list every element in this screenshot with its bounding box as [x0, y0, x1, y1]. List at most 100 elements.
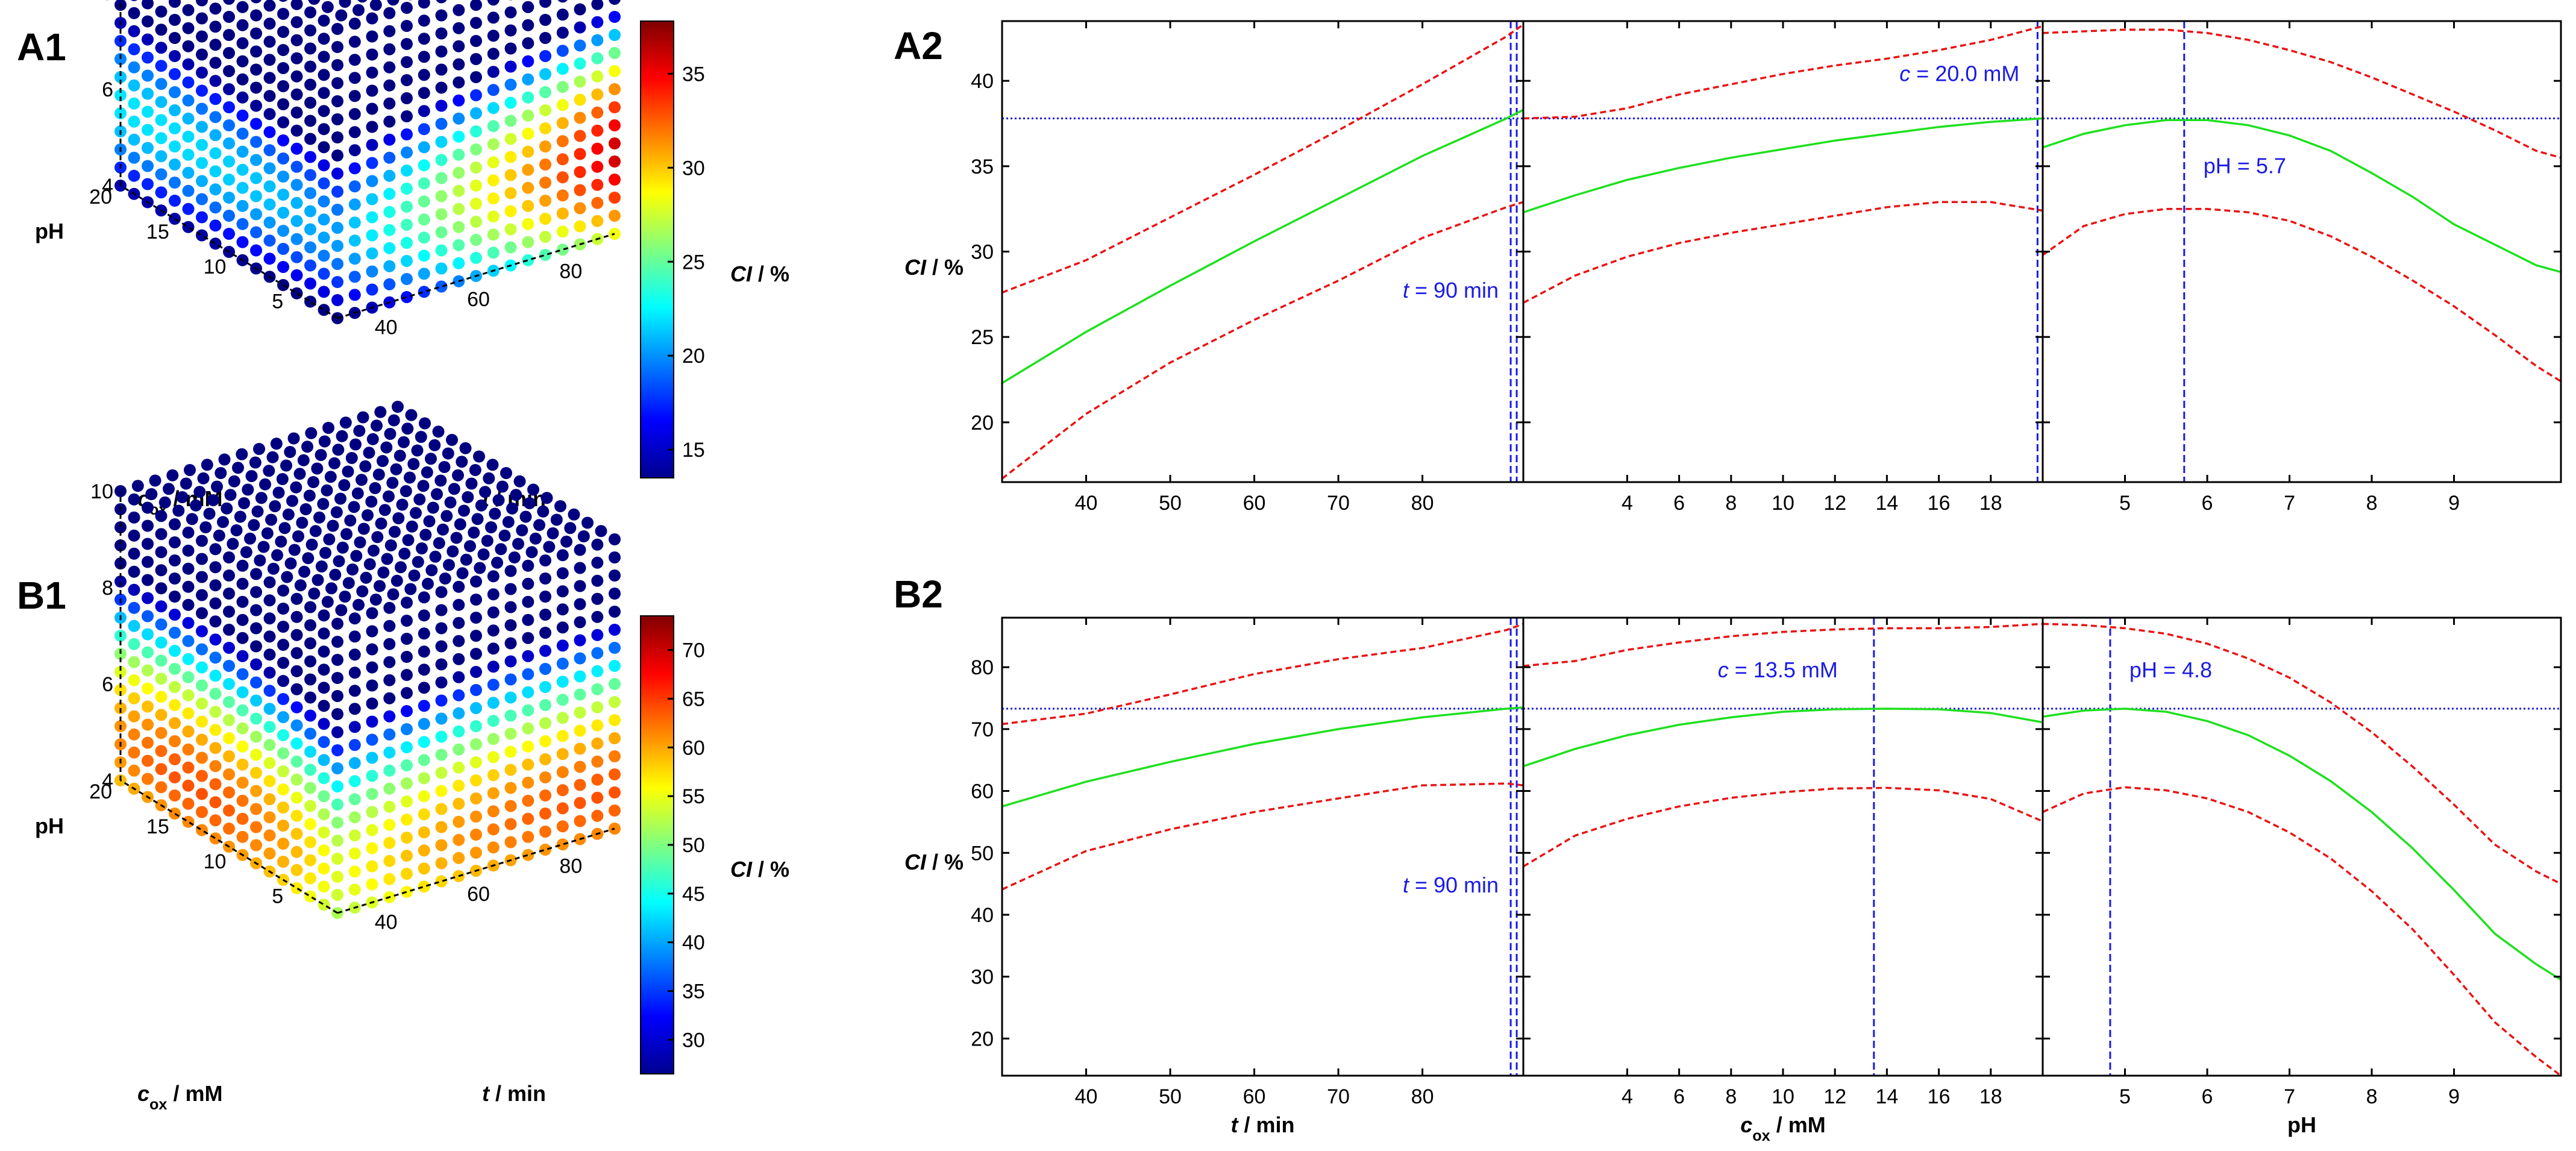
ph-tick-label: 4	[102, 770, 113, 792]
cube-point	[236, 1, 249, 13]
cube-point	[209, 670, 222, 682]
x-tick-label: 4	[1622, 492, 1633, 515]
cube-point	[418, 718, 430, 730]
cube-point	[263, 685, 276, 697]
cube-point	[383, 187, 396, 200]
cube-point	[321, 595, 334, 608]
cube-point	[196, 715, 208, 728]
subplot-frame	[2042, 20, 2562, 483]
cube-point	[356, 474, 368, 486]
cube-point	[238, 497, 250, 509]
cube-point	[236, 758, 249, 771]
cube-point	[131, 480, 144, 492]
cube-point	[197, 472, 210, 485]
cube-point	[453, 221, 465, 233]
cube-point	[512, 538, 524, 550]
cube-point	[290, 610, 303, 623]
cube-point	[378, 504, 391, 516]
cube-point	[609, 155, 621, 168]
cube-point	[182, 148, 195, 161]
cube-point	[290, 124, 303, 137]
cube-point	[155, 636, 168, 649]
cube-point	[277, 207, 289, 219]
y-tick-label: 40	[971, 70, 994, 93]
colorbar-tick-label: 25	[682, 251, 705, 274]
cube-point	[301, 441, 313, 453]
cube-point	[418, 862, 430, 875]
cube-point	[142, 501, 154, 514]
cube-point	[366, 715, 378, 728]
cube-point	[504, 223, 517, 236]
cube-point	[114, 557, 127, 569]
t-tick-label: 40	[375, 911, 398, 934]
cube-point	[556, 45, 569, 57]
cube-point	[418, 645, 430, 658]
cube-point	[454, 518, 466, 530]
x-tick-label: 4	[1622, 1085, 1633, 1108]
cube-point	[404, 471, 416, 484]
cube-point	[470, 35, 482, 47]
cube-point	[182, 130, 195, 143]
cube-point	[556, 639, 569, 652]
cube-point	[263, 0, 276, 12]
cube-point	[401, 165, 413, 177]
cube-point	[504, 151, 517, 163]
cube-point	[383, 782, 396, 795]
cube-point	[418, 808, 430, 821]
cube-point	[392, 401, 404, 413]
cube-point	[128, 728, 140, 741]
cube-point	[169, 699, 181, 711]
cube-point	[277, 693, 289, 705]
cube-point	[223, 119, 235, 131]
cube-point	[383, 224, 396, 236]
cube-point	[290, 701, 303, 713]
optimum-annotation: t = 90 min	[1403, 278, 1499, 303]
cube-point	[401, 237, 413, 249]
t-tick-label: 80	[559, 855, 582, 877]
cube-point	[539, 735, 551, 747]
cube-point	[196, 770, 208, 782]
cube-point	[182, 580, 195, 593]
cube-point	[182, 221, 195, 233]
cube-point	[401, 687, 413, 699]
cube-point	[223, 588, 235, 600]
cube-point	[348, 865, 361, 878]
cube-point	[182, 202, 195, 215]
cube-point	[609, 588, 621, 600]
cube-point	[182, 526, 195, 539]
cube-point	[271, 549, 283, 562]
cube-point	[331, 276, 343, 288]
cube-point	[155, 691, 168, 703]
cube-point	[190, 499, 202, 512]
cube-point	[395, 561, 407, 574]
cube-point	[539, 591, 551, 603]
cube-point	[556, 99, 569, 111]
cube-point	[223, 47, 235, 59]
cube-point	[277, 62, 289, 74]
cube-point	[366, 788, 378, 800]
profile-plots-b2: 40 50 60 70 80 20 30 40 50 60 70 80 t / min t = 90 mi…	[904, 616, 2562, 1144]
cube-point	[331, 726, 343, 738]
cube-point	[305, 427, 318, 439]
cube-point	[292, 530, 304, 542]
cube-point	[418, 249, 430, 262]
cube-point	[401, 255, 413, 267]
cube-point	[453, 815, 465, 828]
cube-point	[294, 579, 307, 592]
cube-point	[485, 521, 497, 533]
cube-point	[418, 790, 430, 803]
cube-point	[290, 52, 303, 64]
cube-point	[539, 609, 551, 621]
t-tick-label: 40	[375, 316, 398, 339]
cube-point	[318, 645, 330, 658]
cube-point	[475, 499, 487, 512]
cube-point	[218, 453, 231, 466]
colorbar-tick-label: 50	[682, 834, 705, 857]
cube-point	[470, 847, 482, 859]
cube-point	[169, 50, 181, 62]
cube-point	[470, 125, 482, 137]
cube-point	[411, 444, 424, 457]
cube-point	[609, 750, 621, 762]
cube-point	[465, 477, 478, 490]
optimum-annotation: pH = 5.7	[2204, 153, 2286, 178]
